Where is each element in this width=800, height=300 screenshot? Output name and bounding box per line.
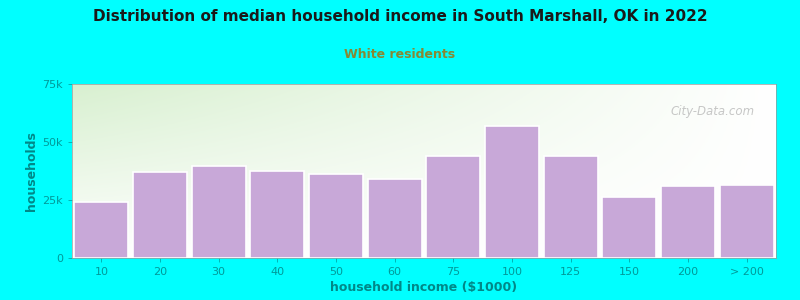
X-axis label: household income ($1000): household income ($1000) <box>330 281 518 294</box>
Bar <box>192 167 246 258</box>
Bar <box>661 186 715 258</box>
Bar <box>720 185 774 258</box>
Bar <box>74 202 128 258</box>
Bar <box>544 156 598 258</box>
Bar <box>426 156 480 258</box>
Text: Distribution of median household income in South Marshall, OK in 2022: Distribution of median household income … <box>93 9 707 24</box>
Y-axis label: households: households <box>25 131 38 211</box>
Bar <box>485 126 539 258</box>
Bar <box>309 175 363 258</box>
Bar <box>250 171 304 258</box>
Text: White residents: White residents <box>345 48 455 61</box>
Bar <box>133 172 187 258</box>
Text: City-Data.com: City-Data.com <box>670 105 755 118</box>
Bar <box>368 179 422 258</box>
Bar <box>602 196 656 258</box>
